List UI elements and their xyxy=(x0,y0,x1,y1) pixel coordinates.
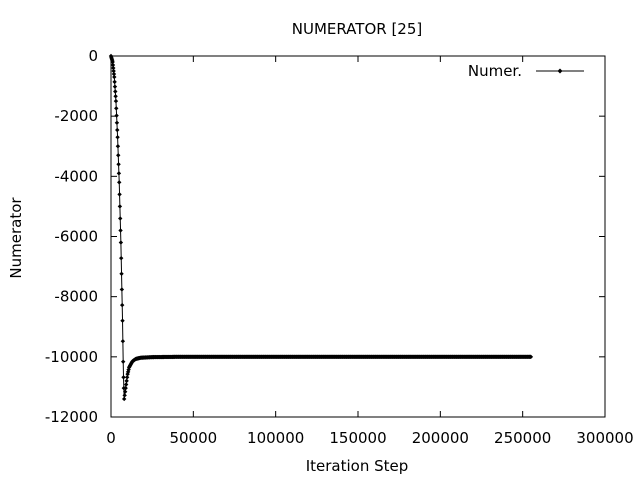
x-axis-label: Iteration Step xyxy=(306,457,409,475)
data-point-marker xyxy=(120,338,126,344)
data-point-marker xyxy=(112,84,118,89)
data-point-marker xyxy=(111,68,116,74)
y-tick-label: -8000 xyxy=(54,288,98,306)
legend-label: Numer. xyxy=(468,62,522,80)
data-point-marker xyxy=(117,204,123,209)
data-point-marker xyxy=(123,385,128,391)
y-tick-label: -4000 xyxy=(54,167,98,185)
x-tick-label: 200000 xyxy=(412,429,469,447)
data-point-marker xyxy=(115,127,120,133)
data-point-marker xyxy=(114,120,120,125)
y-tick-label: -12000 xyxy=(45,408,98,426)
y-tick-label: -2000 xyxy=(54,107,98,125)
axes: 0 50000 100000 150000 200000 250000 300000 0 -20… xyxy=(45,47,634,447)
data-point-marker xyxy=(110,59,115,65)
chart-title: NUMERATOR [25] xyxy=(292,20,422,38)
data-point-marker xyxy=(119,287,125,292)
data-point-marker xyxy=(124,375,130,380)
data-point-marker xyxy=(113,89,118,94)
data-point-marker xyxy=(122,393,127,398)
data-point-marker xyxy=(122,389,128,394)
data-point-marker xyxy=(120,359,126,364)
x-tick-label: 300000 xyxy=(576,429,633,447)
y-tick-label: -6000 xyxy=(54,228,98,246)
series-group xyxy=(108,53,534,402)
data-point-marker xyxy=(116,153,121,158)
data-point-marker xyxy=(115,135,120,140)
data-point-marker xyxy=(117,192,122,197)
y-axis-label: Numerator xyxy=(7,197,25,279)
y-tick-label: -10000 xyxy=(45,348,98,366)
data-point-marker xyxy=(528,354,534,360)
x-tick-label: 150000 xyxy=(329,429,386,447)
data-point-marker xyxy=(120,318,125,323)
data-point-marker xyxy=(119,255,124,261)
data-point-marker xyxy=(115,144,121,149)
legend: Numer. xyxy=(468,62,584,80)
data-point-marker xyxy=(119,302,125,308)
data-point-marker xyxy=(118,228,123,233)
data-point-marker xyxy=(119,271,124,277)
data-point-marker xyxy=(117,180,122,185)
data-point-marker xyxy=(116,162,121,167)
data-point-marker xyxy=(116,171,122,176)
y-tick-label: 0 xyxy=(88,47,98,65)
x-tick-label: 50000 xyxy=(169,429,217,447)
x-tick-label: 250000 xyxy=(494,429,551,447)
data-point-marker xyxy=(118,216,123,221)
x-tick-label: 0 xyxy=(106,429,116,447)
data-point-marker xyxy=(123,382,129,387)
data-point-marker xyxy=(124,378,129,384)
data-point-marker xyxy=(111,65,116,71)
x-tick-label: 100000 xyxy=(247,429,304,447)
data-point-marker xyxy=(121,396,127,402)
data-point-marker xyxy=(113,94,118,99)
legend-marker xyxy=(557,68,563,74)
data-point-marker xyxy=(112,74,117,80)
data-point-marker xyxy=(113,98,119,104)
data-point-marker xyxy=(114,113,119,118)
data-point-marker xyxy=(118,240,124,245)
data-point-marker xyxy=(121,375,126,380)
plot-frame xyxy=(110,55,606,418)
data-point-marker xyxy=(111,71,117,77)
data-point-marker xyxy=(110,62,116,68)
series-line-numer xyxy=(110,55,531,400)
data-point-marker xyxy=(112,79,117,85)
data-point-marker xyxy=(114,106,119,111)
